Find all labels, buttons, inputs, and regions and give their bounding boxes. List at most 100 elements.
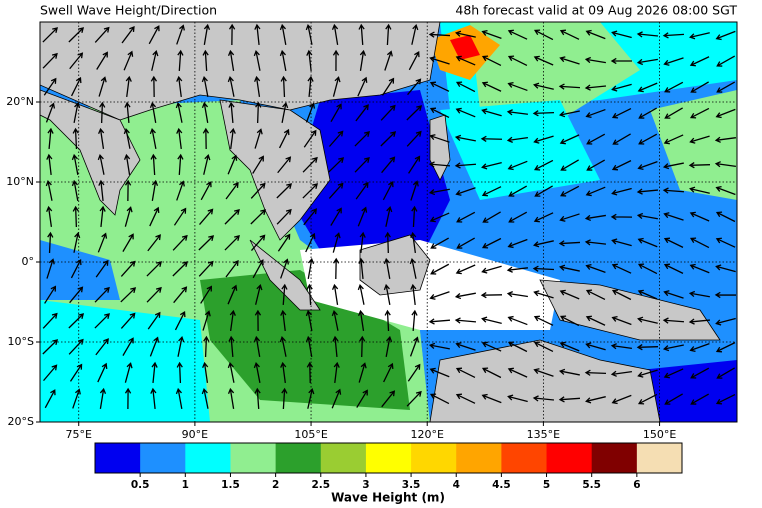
arrow — [664, 107, 683, 119]
arrow — [429, 56, 450, 65]
arrow — [637, 82, 658, 93]
arrow — [584, 84, 607, 91]
arrow — [480, 135, 503, 142]
arrow — [507, 394, 528, 403]
arrow — [68, 338, 84, 355]
arrow — [276, 183, 293, 199]
arrow — [383, 257, 391, 279]
arrow — [481, 108, 502, 117]
y-tick-label: 0° — [22, 255, 35, 268]
subtitle: 48h forecast valid at 09 Aug 2026 08:00 … — [455, 3, 737, 18]
colorbar-swatch — [140, 443, 186, 473]
arrow — [688, 162, 711, 169]
arrow — [147, 234, 161, 252]
arrow — [202, 49, 209, 72]
arrow — [42, 27, 59, 43]
arrow — [44, 285, 57, 304]
arrow — [611, 315, 632, 326]
arrow — [637, 263, 658, 275]
arrow — [637, 289, 658, 300]
arrow — [94, 286, 110, 303]
arrow — [303, 208, 318, 226]
arrow — [455, 367, 476, 378]
arrow — [305, 232, 316, 253]
arrow — [330, 103, 342, 122]
arrow — [177, 335, 185, 357]
colorbar-tick-label: 1.5 — [221, 479, 240, 491]
arrow — [151, 50, 159, 71]
arrow — [359, 231, 366, 254]
arrow — [228, 335, 235, 358]
arrow — [410, 283, 417, 306]
arrow — [124, 206, 133, 227]
arrow — [689, 186, 710, 194]
colorbar-swatch — [456, 443, 502, 473]
arrow — [585, 396, 606, 404]
arrow — [198, 235, 215, 251]
colorbar-tick-label: 3 — [362, 479, 369, 491]
arrow — [558, 264, 580, 272]
arrow — [406, 390, 422, 407]
arrow — [331, 283, 339, 305]
arrow — [558, 368, 580, 376]
arrow — [714, 291, 737, 299]
arrow — [384, 50, 393, 71]
arrow — [99, 101, 106, 124]
arrow — [328, 130, 344, 147]
arrow — [689, 32, 710, 40]
arrow — [225, 259, 239, 278]
arrow — [406, 105, 423, 121]
arrow — [45, 179, 53, 201]
arrow — [507, 238, 528, 249]
arrow — [254, 23, 261, 46]
land — [249, 239, 321, 311]
arrow — [280, 258, 289, 279]
arrow — [662, 344, 684, 352]
arrow — [585, 264, 606, 273]
arrow — [227, 361, 235, 383]
arrow — [638, 107, 658, 119]
arrow — [307, 75, 314, 98]
arrow — [277, 233, 291, 252]
arrow — [715, 317, 736, 326]
arrow — [454, 30, 476, 38]
arrow — [533, 55, 554, 66]
arrow — [533, 212, 554, 223]
arrow — [252, 155, 264, 174]
arrow — [150, 387, 157, 410]
colorbar-tick-label: 5.5 — [582, 479, 601, 491]
axis-ticks: 75°E 90°E 105°E 120°E 135°E 150°E 20°N 10°N 0° 10… — [6, 95, 676, 441]
arrow — [176, 127, 183, 150]
arrow — [228, 101, 235, 124]
arrow — [715, 30, 736, 41]
x-tick-label: 75°E — [65, 428, 91, 441]
arrow — [663, 57, 684, 66]
wave-zone — [40, 240, 120, 300]
arrow — [481, 161, 502, 170]
arrow — [151, 361, 158, 384]
arrow — [201, 101, 209, 123]
arrow — [47, 231, 54, 254]
arrow — [532, 395, 555, 402]
arrow — [715, 108, 736, 119]
arrow — [637, 161, 658, 170]
arrow — [429, 81, 450, 92]
arrow — [506, 291, 528, 298]
arrow — [636, 344, 659, 351]
arrow — [455, 187, 476, 196]
arrow — [253, 361, 261, 383]
arrow — [533, 290, 554, 299]
arrow — [330, 207, 342, 226]
colorbar-tick-label: 1 — [182, 479, 189, 491]
arrow — [409, 336, 420, 357]
arrow — [637, 316, 658, 324]
arrow — [72, 127, 79, 150]
arrow — [612, 133, 631, 145]
arrow — [149, 101, 157, 123]
land — [40, 89, 141, 216]
arrow — [280, 75, 287, 98]
arrow — [253, 335, 261, 357]
arrow — [638, 133, 658, 145]
arrow — [689, 237, 710, 249]
arrow — [68, 313, 85, 329]
